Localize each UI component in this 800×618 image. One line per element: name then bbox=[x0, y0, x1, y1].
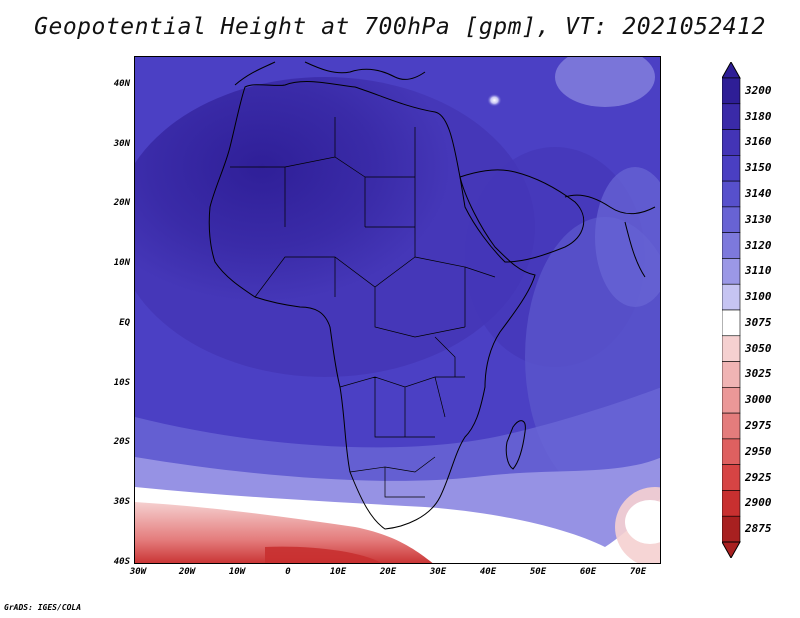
colorbar-label: 2900 bbox=[745, 496, 772, 510]
colorbar-swatch bbox=[722, 335, 741, 362]
colorbar-swatch bbox=[722, 464, 741, 491]
colorbar-swatch bbox=[722, 412, 741, 440]
lon-label-30e: 30E bbox=[429, 567, 447, 577]
coastlines bbox=[208, 61, 656, 530]
lat-label-40s: 40S bbox=[113, 557, 130, 567]
lon-label-0: 0 bbox=[285, 567, 291, 577]
colorbar-label: 3160 bbox=[745, 135, 772, 149]
lat-label-40n: 40N bbox=[113, 79, 130, 89]
colorbar-swatch bbox=[722, 490, 741, 517]
colorbar-label: 3180 bbox=[745, 109, 772, 123]
colorbar-swatch bbox=[722, 283, 741, 311]
colorbar-swatch bbox=[722, 129, 741, 156]
lat-label-10s: 10S bbox=[113, 378, 130, 388]
lat-label-eq: EQ bbox=[119, 318, 130, 328]
colorbar-label: 2950 bbox=[745, 444, 772, 458]
colorbar-swatch bbox=[722, 155, 741, 182]
colorbar-swatch bbox=[722, 438, 741, 465]
lat-label-30n: 30N bbox=[113, 139, 130, 149]
colorbar-swatch bbox=[722, 232, 741, 259]
lon-label-50e: 50E bbox=[529, 567, 547, 577]
lon-label-60e: 60E bbox=[579, 567, 597, 577]
height-field bbox=[135, 57, 660, 563]
grads-credit: GrADS: IGES/COLA bbox=[4, 603, 82, 612]
map-panel bbox=[134, 56, 661, 564]
lon-label-20w: 20W bbox=[178, 567, 196, 577]
colorbar-swatch bbox=[722, 103, 741, 130]
country-borders bbox=[230, 117, 496, 498]
colorbar-label: 2925 bbox=[745, 470, 772, 484]
colorbar-top-arrow bbox=[722, 62, 741, 79]
lat-label-30s: 30S bbox=[113, 497, 130, 507]
colorbar-label: 3075 bbox=[745, 315, 772, 329]
colorbar-label: 3050 bbox=[745, 341, 772, 355]
colorbar-label: 3100 bbox=[745, 290, 772, 304]
colorbar-label: 2975 bbox=[745, 419, 772, 432]
map-title: Geopotential Height at 700hPa [gpm], VT:… bbox=[34, 14, 766, 40]
colorbar-swatch bbox=[722, 515, 741, 543]
colorbar-swatch bbox=[722, 206, 741, 233]
lon-label-10e: 10E bbox=[329, 567, 347, 577]
lon-label-40e: 40E bbox=[479, 567, 497, 577]
colorbar-label: 3130 bbox=[745, 212, 772, 226]
colorbar-label: 3110 bbox=[745, 264, 772, 278]
colorbar bbox=[722, 62, 741, 558]
colorbar-swatch bbox=[722, 309, 741, 337]
colorbar-bottom-arrow bbox=[722, 541, 741, 558]
colorbar-label: 3150 bbox=[745, 161, 772, 175]
colorbar-swatch bbox=[722, 387, 741, 414]
lon-label-20e: 20E bbox=[379, 567, 397, 577]
lon-label-70e: 70E bbox=[629, 567, 647, 577]
colorbar-label: 3140 bbox=[745, 187, 772, 200]
colorbar-label: 2875 bbox=[745, 522, 772, 536]
colorbar-swatch bbox=[722, 77, 741, 105]
colorbar-label: 3120 bbox=[745, 238, 772, 252]
colorbar-swatch bbox=[722, 361, 741, 388]
colorbar-label: 3000 bbox=[745, 393, 772, 407]
lat-label-20s: 20S bbox=[113, 437, 130, 447]
colorbar-label: 3200 bbox=[745, 83, 772, 97]
colorbar-swatch bbox=[722, 180, 741, 208]
lon-label-30w: 30W bbox=[129, 567, 147, 577]
lon-label-10w: 10W bbox=[228, 567, 246, 577]
colorbar-swatch bbox=[722, 258, 741, 285]
lat-label-10n: 10N bbox=[113, 258, 130, 268]
lat-label-20n: 20N bbox=[113, 198, 130, 208]
colorbar-label: 3025 bbox=[745, 367, 772, 381]
